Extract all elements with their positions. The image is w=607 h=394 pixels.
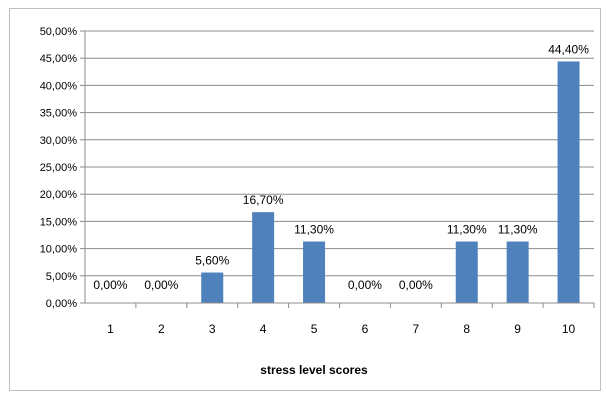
data-label: 16,70% bbox=[243, 193, 284, 207]
x-tick-label: 1 bbox=[107, 322, 114, 336]
y-tick-label: 45,00% bbox=[40, 53, 78, 65]
x-tick-label: 5 bbox=[311, 322, 318, 336]
bar bbox=[303, 241, 326, 303]
y-tick-label: 25,00% bbox=[40, 162, 78, 174]
data-label: 11,30% bbox=[447, 223, 487, 237]
x-tick-label: 10 bbox=[562, 322, 576, 336]
data-label: 11,30% bbox=[294, 223, 334, 237]
data-label: 44,40% bbox=[548, 42, 589, 56]
x-tick-label: 9 bbox=[514, 322, 521, 336]
y-tick-label: 5,00% bbox=[46, 271, 77, 283]
gridlines bbox=[85, 30, 594, 277]
data-label: 0,00% bbox=[348, 278, 382, 292]
bars bbox=[201, 61, 580, 303]
y-tick-label: 30,00% bbox=[40, 135, 78, 147]
data-label: 5,60% bbox=[195, 254, 229, 268]
data-label: 0,00% bbox=[93, 278, 127, 292]
x-tick-label: 4 bbox=[260, 322, 267, 336]
data-label: 11,30% bbox=[498, 223, 538, 237]
data-label: 0,00% bbox=[399, 278, 433, 292]
y-tick-labels: 0,00% 5,00% 10,00% 15,00% 20,00% 25,00% 30,00%… bbox=[40, 26, 78, 310]
axes bbox=[80, 30, 595, 308]
y-tick-label: 50,00% bbox=[40, 26, 78, 38]
y-tick-label: 20,00% bbox=[40, 189, 78, 201]
y-tick-label: 15,00% bbox=[40, 216, 78, 228]
y-tick-label: 10,00% bbox=[40, 244, 78, 256]
chart-frame bbox=[9, 8, 601, 391]
x-axis-title: stress level scores bbox=[260, 363, 368, 377]
x-tick-labels: 1 2 3 4 5 6 7 8 9 10 bbox=[107, 322, 575, 336]
bar bbox=[557, 61, 580, 303]
x-tick-label: 2 bbox=[158, 322, 165, 336]
x-tick-label: 7 bbox=[413, 322, 420, 336]
x-tick-label: 8 bbox=[463, 322, 470, 336]
x-tick-label: 6 bbox=[362, 322, 369, 336]
x-tick-label: 3 bbox=[209, 322, 216, 336]
bar bbox=[252, 212, 275, 303]
data-label: 0,00% bbox=[144, 278, 178, 292]
data-labels: 0,00% 0,00% 5,60% 16,70% 11,30% 0,00% 0,00% 11,… bbox=[93, 42, 589, 292]
y-tick-label: 0,00% bbox=[46, 298, 77, 310]
y-tick-label: 40,00% bbox=[40, 80, 78, 92]
bar bbox=[455, 241, 478, 303]
bar bbox=[201, 272, 224, 303]
y-tick-label: 35,00% bbox=[40, 108, 78, 120]
bar bbox=[506, 241, 529, 303]
